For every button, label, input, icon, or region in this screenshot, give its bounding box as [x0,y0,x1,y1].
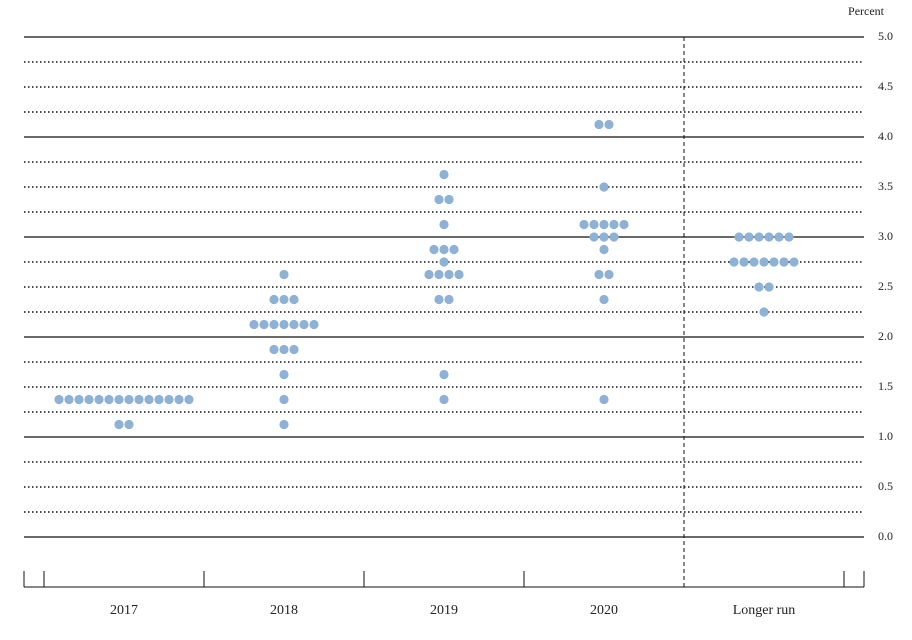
dot [439,394,449,405]
dot [144,394,154,405]
dot [124,394,134,405]
dot [94,394,104,405]
dot [134,394,144,405]
dot [599,394,609,405]
dot [154,394,164,405]
y-tick-label: 3.5 [878,179,893,193]
dot [754,282,764,292]
dot [269,344,279,355]
x-tick-label: 2017 [110,603,138,618]
y-tick-label: 5.0 [878,29,893,43]
dot [744,232,754,242]
dot [439,257,449,267]
dot [74,394,84,405]
dot [289,344,299,355]
dot [439,244,449,255]
dot [279,294,289,305]
dot [114,419,124,430]
y-axis-label: Percent [848,4,885,18]
dot [599,232,609,242]
dot [594,119,604,130]
dot [759,257,769,267]
dot [779,257,789,267]
dot [84,394,94,405]
dot [114,394,124,405]
dot [299,319,309,330]
dot [429,244,439,255]
dot [769,257,779,267]
dot [279,419,289,430]
dot [604,119,614,130]
dot [764,232,774,242]
dot [589,219,599,230]
x-tick-label: Longer run [733,603,796,618]
dot [444,269,454,280]
dot [174,394,184,405]
dot [444,294,454,305]
dot [434,269,444,280]
dot [729,257,739,267]
dot [604,269,614,280]
y-tick-label: 4.0 [878,129,893,143]
dot [104,394,114,405]
dot [279,319,289,330]
dot [444,194,454,205]
dot [269,294,279,305]
dot [454,269,464,280]
y-tick-label: 0.0 [878,529,893,543]
dot [439,369,449,380]
dot [289,294,299,305]
dot [279,269,289,280]
dot [424,269,434,280]
dot [789,257,799,267]
dot [609,232,619,242]
dot [184,394,194,405]
dot [589,232,599,242]
x-tick-label: 2018 [270,603,298,618]
dot [594,269,604,280]
dot [289,319,299,330]
x-tick-label: 2019 [430,603,458,618]
dot [759,307,769,317]
y-tick-label: 1.5 [878,379,893,393]
dot [609,219,619,230]
dot [749,257,759,267]
dot [599,244,609,255]
x-tick-label: 2020 [590,603,618,618]
dot [249,319,259,330]
y-tick-label: 2.0 [878,329,893,343]
y-tick-label: 3.0 [878,229,893,243]
dot [309,319,319,330]
y-tick-label: 4.5 [878,79,893,93]
dot [774,232,784,242]
y-tick-label: 2.5 [878,279,893,293]
dot [259,319,269,330]
dot [599,182,609,192]
dot [439,169,449,180]
dot [764,282,774,292]
dot [434,194,444,205]
dot [734,232,744,242]
dot [579,219,589,230]
dot [64,394,74,405]
dot [279,369,289,380]
y-tick-label: 1.0 [878,429,893,443]
dot [279,344,289,355]
dot [124,419,134,430]
dot [754,232,764,242]
dot [619,219,629,230]
dot [54,394,64,405]
dot [164,394,174,405]
dot [449,244,459,255]
dot [269,319,279,330]
dot [784,232,794,242]
dot [739,257,749,267]
dot [279,394,289,405]
dot [439,219,449,230]
dot [599,219,609,230]
y-tick-label: 0.5 [878,479,893,493]
dot [434,294,444,305]
dot [599,294,609,305]
